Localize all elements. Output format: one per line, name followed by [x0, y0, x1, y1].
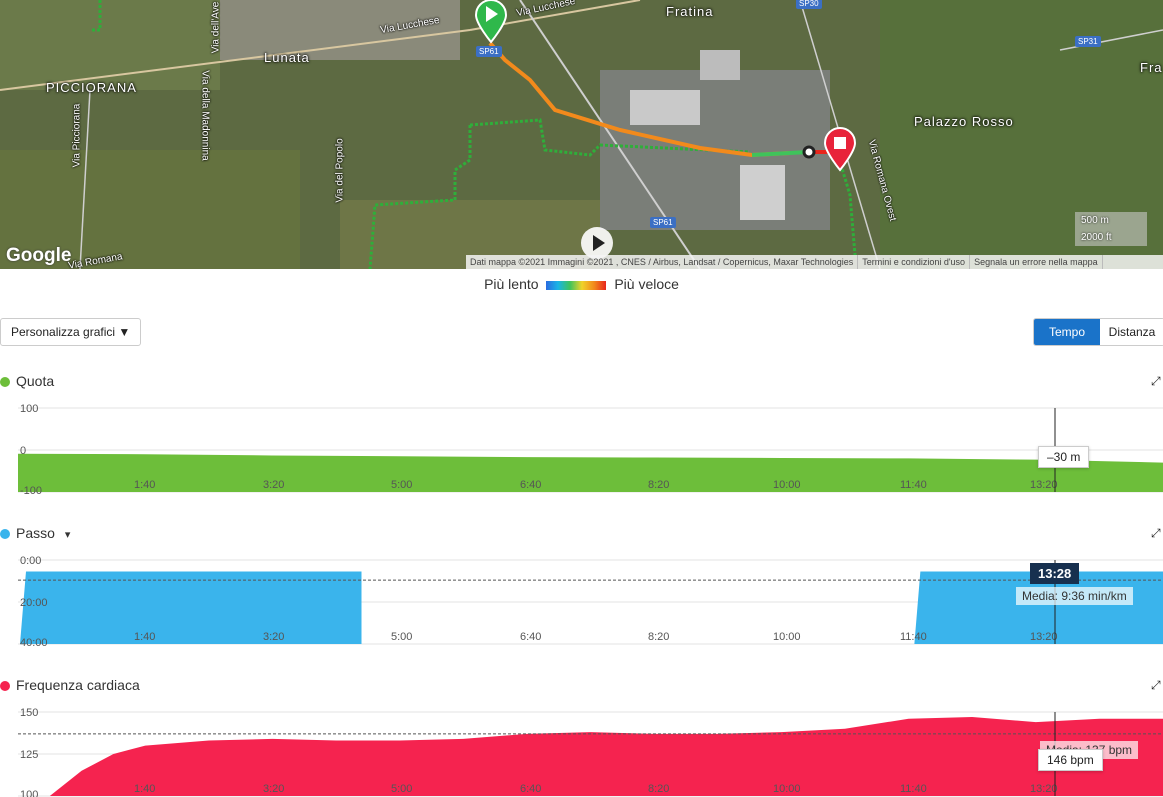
- y-tick-label: 40:00: [20, 637, 48, 649]
- x-tick-label: 1:40: [134, 783, 155, 795]
- google-logo: Google: [6, 245, 72, 266]
- x-tick-label: 3:20: [263, 631, 284, 643]
- x-tick-label: 10:00: [773, 631, 801, 643]
- road-shield: SP31: [1075, 36, 1101, 47]
- x-tick-label: 8:20: [648, 631, 669, 643]
- map-scale[interactable]: 500 m 2000 ft: [1075, 212, 1147, 246]
- customize-charts-button[interactable]: Personalizza grafici ▼: [0, 318, 141, 346]
- attribution-text: Dati mappa ©2021 Immagini ©2021 , CNES /…: [466, 255, 859, 269]
- chart-svg: 100 0 -100 1:40 3:20 5:00 6:40 8:20 10:00 11:40 13…: [18, 403, 1163, 497]
- pace-dropdown-icon[interactable]: ▾: [64, 529, 71, 541]
- elevation-chart[interactable]: 100 0 -100 1:40 3:20 5:00 6:40 8:20 10:00 11:40 13…: [18, 403, 1163, 497]
- terms-link[interactable]: Termini e condizioni d'uso: [858, 255, 971, 269]
- scale-metric: 500 m: [1081, 215, 1109, 226]
- elevation-tooltip: –30 m: [1038, 446, 1090, 468]
- x-tick-label: 11:40: [900, 783, 927, 795]
- x-tick-label: 8:20: [648, 783, 669, 795]
- x-tick-label: 5:00: [391, 479, 412, 491]
- tab-distance[interactable]: Distanza: [1100, 319, 1163, 345]
- y-tick-label: 20:00: [20, 597, 48, 609]
- cursor-time-badge: 13:28: [1030, 563, 1080, 584]
- play-icon[interactable]: [581, 227, 613, 259]
- y-tick-label: 150: [20, 707, 38, 719]
- axis-toggle: Tempo Distanza: [1033, 318, 1163, 346]
- road-label: Via Picciorana: [71, 103, 83, 168]
- pace-label: Passo: [16, 525, 55, 541]
- road-label: Via dell'Ave: [210, 1, 222, 54]
- y-tick-label: 0:00: [20, 555, 41, 567]
- pace-dot-icon: [0, 529, 10, 539]
- x-tick-label: 5:00: [391, 783, 412, 795]
- x-tick-label: 3:20: [263, 479, 284, 491]
- road-shield: SP30: [796, 0, 822, 9]
- hr-dot-icon: [0, 681, 10, 691]
- road-shield: SP61: [650, 217, 676, 228]
- place-label: Lunata: [264, 50, 310, 65]
- elevation-dot-icon: [0, 377, 10, 387]
- speed-legend: Più lento Più veloce: [0, 276, 1163, 292]
- hr-area: [49, 717, 1163, 796]
- x-tick-label: 5:00: [391, 631, 412, 643]
- road-shield: SP61: [476, 46, 502, 57]
- y-tick-label: 100: [20, 789, 38, 797]
- x-tick-label: 3:20: [263, 783, 284, 795]
- x-tick-label: 1:40: [134, 631, 155, 643]
- legend-slow: Più lento: [484, 276, 539, 292]
- place-label: PICCIORANA: [46, 80, 137, 95]
- route-map[interactable]: PICCIORANA Lunata Fratina Palazzo Rosso …: [0, 0, 1163, 269]
- x-tick-label: 10:00: [773, 783, 801, 795]
- y-tick-label: 125: [20, 749, 38, 761]
- x-tick-label: 6:40: [520, 631, 541, 643]
- road-label: Via del Popolo: [334, 138, 346, 203]
- y-tick-label: -100: [20, 485, 42, 497]
- x-tick-label: 8:20: [648, 479, 669, 491]
- x-tick-label: 11:40: [900, 631, 927, 643]
- chart-svg: 150 125 100 1:40 3:20 5:00 6:40 8:20 10:00 11:40 1…: [18, 707, 1163, 797]
- hr-chart[interactable]: 150 125 100 1:40 3:20 5:00 6:40 8:20 10:00 11:40 1…: [18, 707, 1163, 797]
- map-attribution: Dati mappa ©2021 Immagini ©2021 , CNES /…: [466, 255, 1163, 269]
- x-tick-label: 13:20: [1030, 783, 1058, 795]
- pace-chart[interactable]: 0:00 20:00 40:00 1:40 3:20 5:00 6:40 8:20 10:00 1…: [18, 555, 1163, 649]
- report-error-link[interactable]: Segnala un errore nella mappa: [970, 255, 1103, 269]
- x-tick-label: 13:20: [1030, 479, 1058, 491]
- place-label: Fra: [1140, 60, 1163, 75]
- pace-title[interactable]: Passo ▾: [0, 525, 70, 541]
- chart-svg: 0:00 20:00 40:00 1:40 3:20 5:00 6:40 8:20 10:00 1…: [18, 555, 1163, 649]
- place-label: Palazzo Rosso: [914, 114, 1014, 129]
- speed-gradient: [546, 280, 607, 290]
- place-label: Fratina: [666, 4, 714, 19]
- road-label: Via della Madonnina: [199, 70, 211, 161]
- hr-tooltip: 146 bpm: [1038, 749, 1103, 771]
- x-tick-label: 1:40: [134, 479, 155, 491]
- x-tick-label: 13:20: [1030, 631, 1058, 643]
- legend-fast: Più veloce: [614, 276, 679, 292]
- y-tick-label: 0: [20, 445, 26, 457]
- pace-area-segment: [20, 571, 362, 644]
- x-tick-label: 6:40: [520, 783, 541, 795]
- start-marker-icon[interactable]: [474, 0, 508, 44]
- elevation-area: [18, 453, 1163, 492]
- x-tick-label: 11:40: [900, 479, 927, 491]
- hr-label: Frequenza cardiaca: [16, 677, 140, 693]
- x-tick-label: 10:00: [773, 479, 801, 491]
- tab-time[interactable]: Tempo: [1034, 319, 1100, 345]
- hr-title: Frequenza cardiaca: [0, 677, 140, 693]
- scale-imperial: 2000 ft: [1081, 232, 1112, 243]
- expand-icon[interactable]: ⤢: [1151, 526, 1161, 540]
- expand-icon[interactable]: ⤢: [1151, 374, 1161, 388]
- satellite-imagery: [0, 0, 1163, 269]
- pace-average-label: Media: 9:36 min/km: [1016, 587, 1133, 605]
- end-marker-icon[interactable]: [823, 126, 857, 172]
- y-tick-label: 100: [20, 403, 38, 415]
- expand-icon[interactable]: ⤢: [1151, 678, 1161, 692]
- x-tick-label: 6:40: [520, 479, 541, 491]
- elevation-title: Quota: [0, 373, 54, 389]
- elevation-label: Quota: [16, 373, 55, 389]
